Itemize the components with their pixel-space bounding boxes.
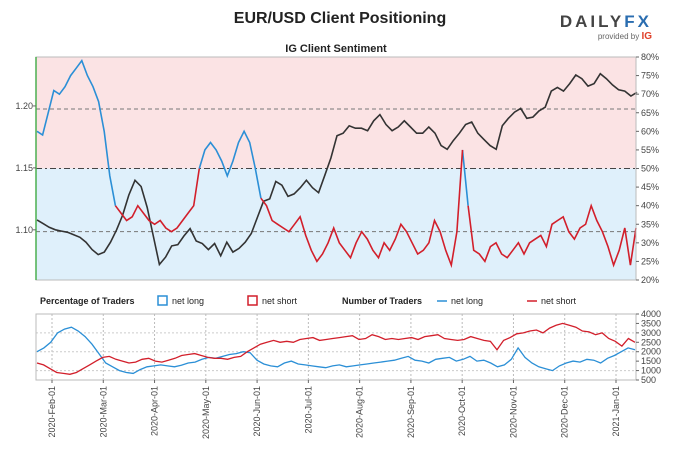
- x-tick-label-9: 2020-Nov-01: [508, 386, 518, 438]
- x-tick-label-7: 2020-Sep-01: [406, 386, 416, 438]
- right-tick-label-1: 75%: [641, 71, 659, 81]
- right-tick-label-12: 20%: [641, 275, 659, 285]
- price-line: [36, 72, 638, 267]
- legend-long-box: [157, 295, 168, 306]
- right-tick-label-9: 35%: [641, 219, 659, 229]
- x-axis: 2020-Feb-01 2020-Mar-01 2020-Apr-01 2020-Ma…: [47, 380, 621, 439]
- right-tick-label-7: 45%: [641, 182, 659, 192]
- legend: Percentage of Traders net long net short…: [40, 295, 577, 306]
- x-tick-label-11: 2021-Jan-01: [611, 386, 621, 437]
- right-tick-label-3: 65%: [641, 108, 659, 118]
- legend-short-box: [247, 295, 258, 306]
- left-tick-label-1: 1.15: [15, 163, 33, 173]
- bottom-right-tick-label-6: 1000: [641, 366, 661, 376]
- right-tick-label-11: 25%: [641, 256, 659, 266]
- x-tick-label-6: 2020-Aug-01: [355, 386, 365, 438]
- legend-pct-title: Percentage of Traders: [40, 296, 135, 306]
- net-short-line: [114, 168, 201, 233]
- bottom-right-tick-label-0: 4000: [641, 309, 661, 319]
- num-long-line: [36, 326, 636, 375]
- bottom-grid: [36, 314, 636, 380]
- main-panel: 1.20 1.15 1.10 80% 75% 70% 65% 60% 55% 50% 45% 40% 3…: [15, 43, 659, 285]
- right-tick-label-6: 50%: [641, 164, 659, 174]
- legend-num-short-label: net short: [541, 296, 577, 306]
- brand-name-right: FX: [624, 12, 652, 31]
- bottom-right-tick-label-2: 3000: [641, 328, 661, 338]
- net-short-line-seg-1: [260, 149, 464, 269]
- right-tick-label-0: 80%: [641, 52, 659, 62]
- short-zone: [36, 57, 636, 169]
- legend-num-title: Number of Traders: [342, 296, 422, 306]
- brand-sub: provided by: [597, 32, 640, 41]
- right-tick-label-8: 40%: [641, 201, 659, 211]
- bottom-frame: [35, 313, 637, 381]
- left-y-axis: 1.20 1.15 1.10: [15, 101, 36, 235]
- bottom-right-tick-label-5: 1500: [641, 356, 661, 366]
- legend-long-label: net long: [172, 296, 204, 306]
- bottom-right-tick-label-3: 2500: [641, 337, 661, 347]
- x-tick-label-2: 2020-Apr-01: [150, 386, 160, 436]
- brand-name-left: DAILY: [559, 12, 625, 31]
- dailyfx-logo: DAILYFX provided by IG: [560, 12, 652, 42]
- left-tick-label-2: 1.10: [15, 225, 33, 235]
- long-zone: [36, 168, 636, 280]
- x-tick-label-5: 2020-Jul-01: [303, 386, 313, 434]
- x-tick-label-4: 2020-Jun-01: [252, 386, 262, 437]
- x-tick-label-8: 2020-Oct-01: [457, 386, 467, 436]
- right-tick-label-4: 60%: [641, 126, 659, 136]
- x-tick-label-10: 2020-Dec-01: [560, 386, 570, 438]
- x-tick-label-1: 2020-Mar-01: [98, 386, 108, 438]
- chart-subtitle: IG Client Sentiment: [285, 43, 387, 55]
- legend-num-long-label: net long: [451, 296, 483, 306]
- chart-title: EUR/USD Client Positioning: [233, 10, 447, 27]
- reference-lines: [36, 108, 636, 233]
- legend-short-label: net short: [262, 296, 298, 306]
- left-tick-label-0: 1.20: [15, 101, 33, 111]
- bottom-right-tick-label-7: 500: [641, 375, 656, 385]
- net-long-line-seg-2: [461, 149, 469, 206]
- right-y-axis: 80% 75% 70% 65% 60% 55% 50% 45% 40% 35% 30% 25% 20%: [636, 52, 659, 285]
- right-tick-label-5: 55%: [641, 145, 659, 155]
- right-tick-label-2: 70%: [641, 89, 659, 99]
- num-short-line: [36, 322, 636, 375]
- x-tick-label-0: 2020-Feb-01: [47, 386, 57, 438]
- net-long-line: [36, 59, 117, 206]
- bottom-right-tick-label-4: 2000: [641, 347, 661, 357]
- net-long-line-seg-1: [198, 129, 262, 199]
- bottom-right-tick-label-1: 3500: [641, 318, 661, 328]
- right-tick-label-10: 30%: [641, 238, 659, 248]
- brand-sub-ig: IG: [641, 31, 652, 42]
- x-tick-label-3: 2020-May-01: [201, 386, 211, 439]
- net-short-line-seg-2: [467, 203, 637, 268]
